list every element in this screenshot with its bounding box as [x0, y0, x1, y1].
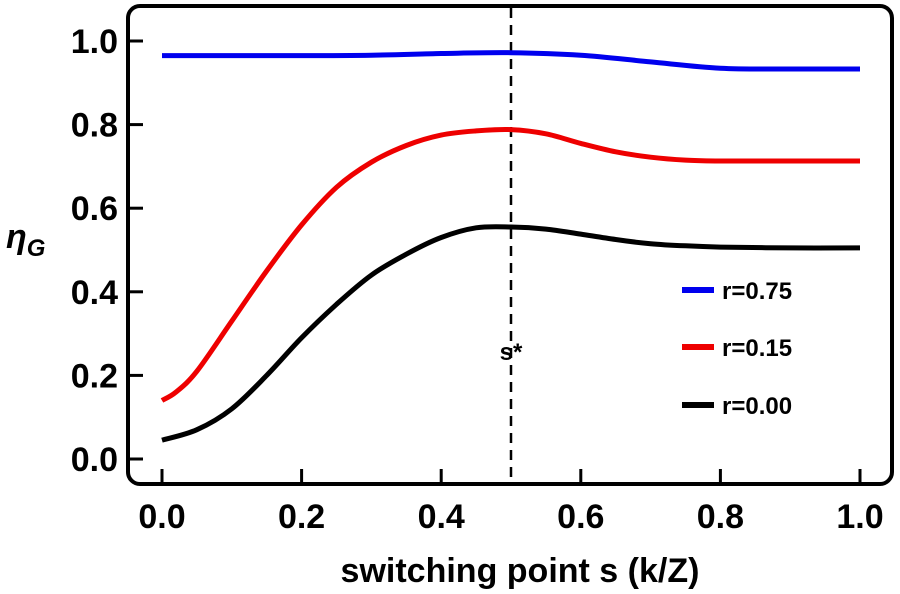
x-tick-label: 0.8 — [697, 498, 744, 536]
y-tick-label: 0.0 — [71, 441, 118, 479]
legend: r=0.75 r=0.15 r=0.00 — [682, 278, 792, 420]
series-line-1 — [160, 126, 860, 403]
y-axis-title-sub: G — [27, 235, 46, 262]
y-axis-title-main: η — [6, 218, 27, 256]
x-tick-label: 0.0 — [138, 498, 185, 536]
x-tick-label: 0.2 — [278, 498, 325, 536]
y-tick-label: 0.2 — [71, 357, 118, 395]
y-tick-label: 0.4 — [71, 274, 118, 312]
y-tick-label: 0.8 — [71, 107, 118, 145]
y-tick-label: 1.0 — [71, 23, 118, 61]
y-tick-label: 0.6 — [71, 190, 118, 228]
y-axis-title: ηG — [6, 218, 45, 262]
x-tick-label: 0.6 — [557, 498, 604, 536]
legend-label: r=0.15 — [722, 335, 792, 362]
series-lines — [160, 50, 861, 443]
plot-frame — [126, 4, 894, 486]
legend-label: r=0.75 — [722, 278, 792, 305]
y-axis-ticks: 0.0 0.2 0.4 0.6 0.8 1.0 — [71, 23, 143, 479]
series-line-2 — [161, 224, 861, 443]
s-star-annotation: s* — [500, 339, 523, 366]
x-tick-label: 0.4 — [418, 498, 465, 536]
series-line-0 — [162, 50, 861, 72]
x-axis-title: switching point s (k/Z) — [341, 552, 700, 590]
legend-label: r=0.00 — [722, 393, 792, 420]
x-axis-ticks: 0.0 0.2 0.4 0.6 0.8 1.0 — [138, 469, 884, 536]
x-tick-label: 1.0 — [836, 498, 883, 536]
